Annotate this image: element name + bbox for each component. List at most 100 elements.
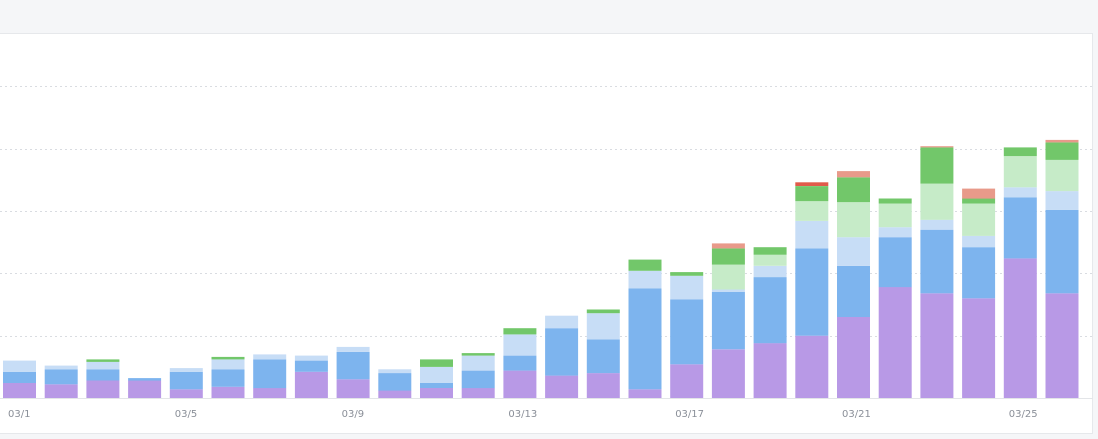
- bar-segment-series-2[interactable]: [336, 351, 370, 380]
- bar-segment-series-4[interactable]: [795, 201, 829, 221]
- bar-segment-series-3[interactable]: [920, 219, 954, 230]
- bar-segment-series-3[interactable]: [753, 265, 787, 278]
- bar-segment-series-2[interactable]: [1045, 209, 1079, 294]
- bar-segment-series-1[interactable]: [586, 373, 620, 398]
- bar-segment-series-6[interactable]: [920, 146, 954, 148]
- bar-segment-series-6[interactable]: [837, 171, 870, 178]
- bar-segment-series-5[interactable]: [420, 359, 453, 367]
- bar-segment-series-2[interactable]: [628, 288, 662, 390]
- bar-segment-series-2[interactable]: [1003, 197, 1037, 259]
- bar-segment-series-3[interactable]: [503, 334, 537, 356]
- bar-segment-series-3[interactable]: [545, 315, 579, 329]
- bar-segment-series-3[interactable]: [378, 369, 412, 373]
- bar-segment-series-1[interactable]: [253, 388, 287, 398]
- bar-segment-series-1[interactable]: [169, 389, 203, 398]
- bar-segment-series-5[interactable]: [670, 272, 704, 276]
- bar-segment-series-1[interactable]: [128, 380, 162, 399]
- bar-segment-series-4[interactable]: [1045, 159, 1079, 192]
- bar-segment-series-1[interactable]: [878, 287, 912, 398]
- bar-segment-series-1[interactable]: [461, 388, 495, 398]
- bar-segment-series-2[interactable]: [586, 339, 620, 374]
- bar-segment-series-3[interactable]: [211, 359, 245, 370]
- bar-segment-series-5[interactable]: [1003, 147, 1037, 157]
- bar-segment-series-2[interactable]: [294, 360, 328, 372]
- bar-segment-series-3[interactable]: [586, 313, 620, 340]
- bar-segment-series-1[interactable]: [920, 293, 954, 398]
- bar-segment-series-3[interactable]: [420, 366, 453, 383]
- bar-segment-series-2[interactable]: [795, 248, 829, 336]
- bar-segment-series-3[interactable]: [294, 355, 328, 361]
- bar-segment-series-4[interactable]: [753, 254, 787, 266]
- bar-segment-series-3[interactable]: [44, 365, 78, 370]
- bar-segment-series-1[interactable]: [753, 343, 787, 398]
- bar-segment-series-2[interactable]: [253, 359, 287, 389]
- bar-segment-series-1[interactable]: [503, 370, 537, 398]
- bar-segment-series-1[interactable]: [3, 383, 36, 398]
- bar-segment-series-5[interactable]: [878, 198, 912, 204]
- bar-segment-series-2[interactable]: [878, 237, 912, 288]
- bar-segment-series-2[interactable]: [503, 355, 537, 371]
- bar-segment-series-1[interactable]: [86, 380, 120, 399]
- bar-segment-series-1[interactable]: [1003, 258, 1037, 398]
- bar-segment-series-5[interactable]: [920, 147, 954, 184]
- bar-segment-series-2[interactable]: [420, 383, 453, 388]
- bar-segment-series-3[interactable]: [169, 368, 203, 372]
- bar-segment-series-6[interactable]: [711, 243, 745, 249]
- bar-segment-series-5[interactable]: [711, 248, 745, 265]
- bar-segment-series-4[interactable]: [711, 264, 745, 290]
- bar-segment-series-3[interactable]: [711, 289, 745, 293]
- bar-segment-series-2[interactable]: [837, 265, 870, 317]
- bar-segment-series-1[interactable]: [44, 384, 78, 398]
- bar-segment-series-1[interactable]: [420, 388, 453, 398]
- bar-segment-series-2[interactable]: [128, 378, 162, 381]
- bar-segment-series-2[interactable]: [962, 247, 996, 299]
- bar-segment-series-2[interactable]: [44, 369, 78, 385]
- bar-segment-series-1[interactable]: [545, 375, 579, 398]
- bar-segment-series-2[interactable]: [378, 373, 412, 391]
- bar-segment-series-5[interactable]: [461, 353, 495, 356]
- bar-segment-series-1[interactable]: [962, 298, 996, 398]
- bar-segment-series-3[interactable]: [878, 227, 912, 238]
- bar-segment-series-3[interactable]: [461, 355, 495, 371]
- bar-segment-series-6[interactable]: [962, 188, 996, 199]
- bar-segment-series-2[interactable]: [211, 369, 245, 387]
- bar-segment-series-4[interactable]: [837, 202, 870, 238]
- bar-segment-series-2[interactable]: [670, 299, 704, 365]
- bar-segment-series-3[interactable]: [253, 354, 287, 360]
- bar-segment-series-2[interactable]: [920, 229, 954, 294]
- bar-segment-series-7[interactable]: [795, 182, 829, 186]
- bar-segment-series-5[interactable]: [795, 186, 829, 202]
- bar-segment-series-3[interactable]: [628, 270, 662, 289]
- bar-segment-series-2[interactable]: [711, 292, 745, 350]
- bar-segment-series-3[interactable]: [795, 221, 829, 249]
- bar-segment-series-4[interactable]: [920, 183, 954, 220]
- bar-segment-series-3[interactable]: [336, 346, 370, 352]
- bar-segment-series-5[interactable]: [628, 259, 662, 271]
- bar-segment-series-3[interactable]: [1003, 187, 1037, 198]
- bar-segment-series-5[interactable]: [211, 356, 245, 360]
- bar-segment-series-5[interactable]: [1045, 142, 1079, 160]
- bar-segment-series-3[interactable]: [670, 275, 704, 300]
- bar-segment-series-2[interactable]: [86, 369, 120, 381]
- bar-segment-series-3[interactable]: [1045, 191, 1079, 210]
- bar-segment-series-5[interactable]: [586, 309, 620, 314]
- bar-segment-series-1[interactable]: [1045, 293, 1079, 398]
- bar-segment-series-2[interactable]: [461, 370, 495, 389]
- bar-segment-series-4[interactable]: [1003, 156, 1037, 188]
- bar-segment-series-1[interactable]: [628, 389, 662, 398]
- bar-segment-series-1[interactable]: [294, 371, 328, 398]
- bar-segment-series-3[interactable]: [837, 237, 870, 266]
- bar-segment-series-1[interactable]: [211, 386, 245, 398]
- bar-segment-series-2[interactable]: [753, 277, 787, 344]
- bar-segment-series-4[interactable]: [962, 203, 996, 236]
- bar-segment-series-3[interactable]: [3, 360, 36, 372]
- bar-segment-series-1[interactable]: [378, 390, 412, 399]
- bar-segment-series-3[interactable]: [86, 361, 120, 370]
- bar-segment-series-2[interactable]: [545, 328, 579, 376]
- bar-segment-series-1[interactable]: [711, 349, 745, 398]
- bar-segment-series-1[interactable]: [795, 335, 829, 398]
- bar-segment-series-1[interactable]: [837, 317, 870, 398]
- bar-segment-series-3[interactable]: [962, 235, 996, 248]
- bar-segment-series-5[interactable]: [503, 328, 537, 335]
- bar-segment-series-5[interactable]: [837, 177, 870, 203]
